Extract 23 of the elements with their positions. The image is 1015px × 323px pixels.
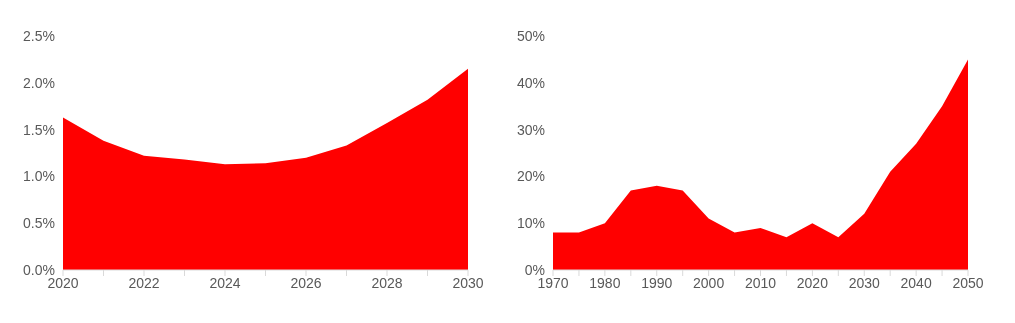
y-tick-label: 0.5% [23, 215, 55, 232]
y-tick-label: 30% [516, 121, 545, 138]
x-tick-label: 2028 [371, 274, 403, 291]
x-tick-label: 2030 [848, 274, 881, 291]
x-tick-label: 2026 [290, 274, 322, 291]
y-tick-label: 20% [516, 168, 545, 185]
x-tick-label: 2030 [452, 274, 484, 291]
y-tick-label: 1.0% [23, 168, 55, 185]
x-tick-label: 2000 [693, 274, 725, 291]
x-tick-label: 2040 [900, 274, 932, 291]
x-tick-label: 1990 [641, 274, 673, 291]
x-tick-label: 2024 [209, 274, 241, 291]
y-tick-label: 1.5% [23, 121, 55, 138]
x-tick-label: 2020 [796, 274, 829, 291]
y-tick-label: 2.0% [23, 74, 55, 91]
x-tick-label: 2022 [128, 274, 160, 291]
y-tick-label: 2.5% [23, 27, 55, 44]
y-tick-label: 40% [516, 74, 545, 91]
y-tick-label: 10% [516, 215, 545, 232]
y-tick-label: 50% [516, 27, 545, 44]
x-tick-label: 2010 [744, 274, 777, 291]
x-tick-label: 2050 [952, 274, 984, 291]
x-tick-label: 1980 [589, 274, 621, 291]
